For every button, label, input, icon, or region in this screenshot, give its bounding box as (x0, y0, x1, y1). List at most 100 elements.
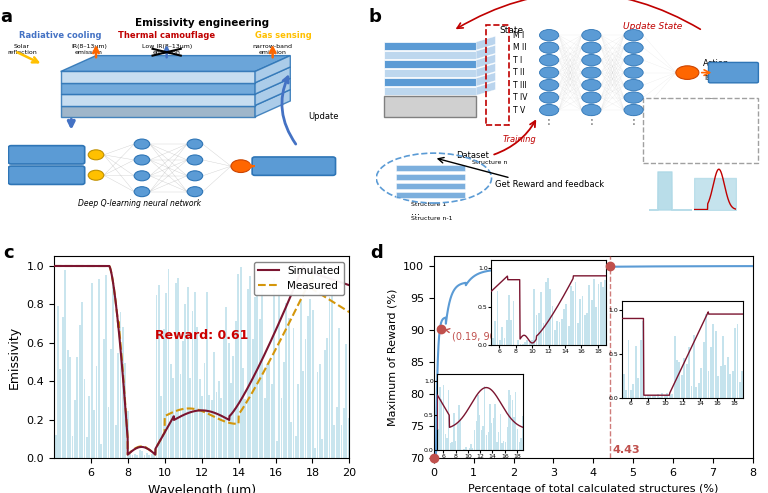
Circle shape (539, 92, 559, 103)
Bar (182, 341, 184, 458)
Bar (91, 282, 93, 458)
Simulated (163, 425, 172, 431)
Bar (163, 329, 164, 458)
Text: Structure 1: Structure 1 (411, 202, 446, 207)
Bar (110, 349, 112, 458)
Circle shape (624, 54, 643, 66)
Polygon shape (476, 45, 495, 59)
Bar (242, 368, 244, 458)
Text: ZnS/Ge: ZnS/Ge (661, 345, 702, 354)
Bar (266, 364, 268, 458)
Text: Training: Training (503, 135, 537, 144)
Bar (103, 339, 104, 458)
Simulated (101, 263, 110, 269)
FancyBboxPatch shape (8, 166, 84, 184)
Bar (346, 344, 347, 458)
Bar (259, 318, 260, 458)
Circle shape (582, 79, 601, 91)
Text: Ideal: Ideal (663, 98, 681, 106)
Bar (153, 455, 155, 458)
Text: T II: T II (513, 68, 524, 77)
Text: ...: ... (411, 207, 420, 217)
Circle shape (582, 92, 601, 103)
Text: 4.43: 4.43 (612, 445, 640, 456)
Bar (197, 327, 198, 458)
Bar (297, 384, 300, 458)
Circle shape (539, 67, 559, 78)
Bar (225, 307, 227, 458)
Circle shape (134, 171, 150, 181)
Bar (252, 339, 253, 458)
Circle shape (88, 170, 104, 180)
Circle shape (624, 105, 643, 116)
Text: Solar
reflection: Solar reflection (7, 44, 37, 55)
Circle shape (539, 42, 559, 53)
Bar (263, 397, 266, 458)
Bar (314, 448, 316, 458)
Text: b: b (369, 8, 382, 26)
Bar (139, 450, 141, 458)
Bar (312, 310, 313, 458)
Measured (345, 309, 354, 315)
Bar (208, 395, 210, 458)
X-axis label: Percentage of total calculated structures (%): Percentage of total calculated structure… (468, 484, 719, 493)
Simulated (307, 270, 316, 276)
Text: Update State: Update State (623, 22, 683, 31)
Polygon shape (476, 54, 495, 68)
Bar (384, 60, 476, 68)
Bar (129, 454, 131, 458)
Measured (339, 306, 349, 312)
Bar (170, 364, 172, 458)
Simulated (49, 263, 58, 269)
Y-axis label: Emissivity: Emissivity (8, 326, 21, 389)
Circle shape (88, 150, 104, 160)
Measured (175, 407, 184, 413)
Bar (343, 408, 345, 458)
Bar (134, 454, 136, 458)
Bar (86, 437, 88, 458)
FancyBboxPatch shape (8, 145, 84, 164)
Bar (384, 51, 476, 59)
Measured (307, 274, 316, 280)
Simulated (175, 414, 184, 420)
Bar (218, 381, 220, 458)
Bar (144, 455, 145, 458)
Bar (57, 306, 59, 458)
Polygon shape (61, 106, 255, 117)
Bar (384, 78, 476, 86)
Bar (384, 97, 476, 117)
Bar (101, 444, 102, 458)
Simulated (83, 263, 92, 269)
Text: ⋮: ⋮ (584, 113, 598, 127)
Bar (331, 277, 333, 458)
Bar (235, 321, 237, 458)
Bar (95, 366, 98, 458)
Bar (76, 357, 78, 458)
Polygon shape (476, 72, 495, 86)
Text: Action: Action (703, 59, 729, 68)
Bar (201, 396, 203, 458)
Legend: Simulated, Measured: Simulated, Measured (254, 262, 344, 295)
Polygon shape (476, 82, 495, 95)
Bar (71, 436, 74, 458)
Bar (244, 399, 247, 458)
Bar (384, 42, 476, 50)
Bar (257, 284, 258, 458)
Text: Substrate: Substrate (407, 102, 453, 111)
Bar (81, 302, 83, 458)
Text: Structure n-1: Structure n-1 (411, 216, 452, 221)
Simulated (123, 452, 132, 458)
Circle shape (539, 105, 559, 116)
Text: Thermal camouflage: Thermal camouflage (118, 31, 215, 39)
Bar (74, 400, 76, 458)
Bar (148, 456, 151, 458)
Bar (114, 424, 117, 458)
Bar (105, 275, 107, 458)
Bar (293, 328, 294, 458)
Circle shape (582, 54, 601, 66)
Bar (175, 282, 177, 458)
Circle shape (231, 160, 250, 173)
Text: M II: M II (513, 43, 526, 52)
Line: Measured: Measured (54, 266, 349, 455)
Bar (240, 267, 241, 458)
